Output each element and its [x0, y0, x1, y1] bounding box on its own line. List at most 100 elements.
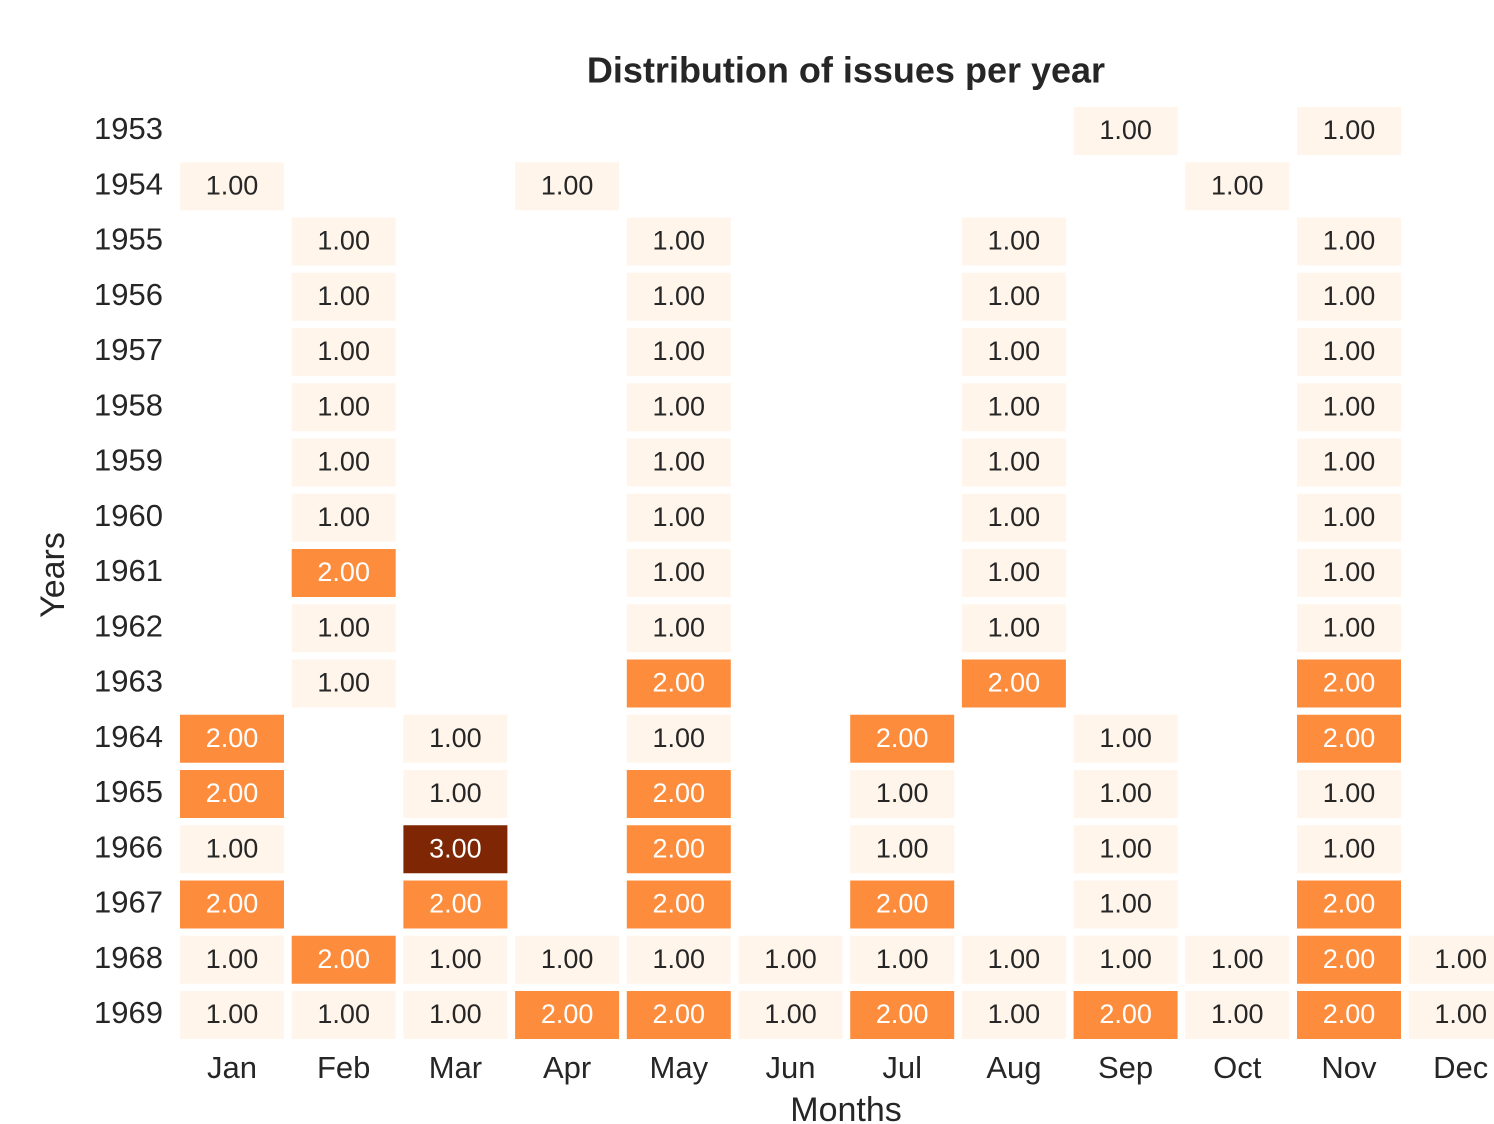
y-tick-label: 1966 [94, 829, 163, 864]
cell-label: 1.00 [1099, 723, 1152, 753]
cell-label: 1.00 [1323, 226, 1376, 256]
cell-label: 1.00 [1323, 778, 1376, 808]
cell-label: 1.00 [876, 833, 929, 863]
cell-label: 1.00 [541, 944, 594, 974]
cell-label: 1.00 [988, 557, 1041, 587]
y-tick-label: 1959 [94, 443, 163, 478]
y-tick-label: 1968 [94, 940, 163, 975]
cell-label: 1.00 [1323, 115, 1376, 145]
x-tick-label: Nov [1321, 1050, 1377, 1085]
cell-label: 1.00 [1099, 115, 1152, 145]
cell-label: 2.00 [317, 557, 370, 587]
cell-label: 1.00 [653, 391, 706, 421]
cell-label: 1.00 [1099, 833, 1152, 863]
cell-label: 2.00 [206, 778, 259, 808]
cell-label: 1.00 [988, 281, 1041, 311]
cell-label: 1.00 [317, 612, 370, 642]
cell-label: 1.00 [988, 999, 1041, 1029]
y-tick-label: 1965 [94, 774, 163, 809]
x-tick-label: Oct [1213, 1050, 1262, 1085]
cell-label: 1.00 [206, 944, 259, 974]
cell-label: 1.00 [653, 723, 706, 753]
cell-label: 1.00 [317, 336, 370, 366]
x-axis-label: Months [790, 1091, 902, 1124]
cell-label: 1.00 [988, 336, 1041, 366]
cell-label: 2.00 [206, 723, 259, 753]
y-tick-label: 1956 [94, 277, 163, 312]
cell-label: 1.00 [206, 999, 259, 1029]
cell-label: 1.00 [1099, 944, 1152, 974]
cell-label: 2.00 [653, 778, 706, 808]
x-tick-label: Feb [317, 1050, 370, 1085]
cell-label: 1.00 [764, 999, 817, 1029]
cell-label: 1.00 [429, 778, 482, 808]
cell-label: 1.00 [1323, 336, 1376, 366]
y-tick-label: 1967 [94, 885, 163, 920]
y-tick-label: 1957 [94, 332, 163, 367]
cell-label: 1.00 [1323, 557, 1376, 587]
cell-label: 1.00 [317, 281, 370, 311]
cell-label: 1.00 [1211, 999, 1264, 1029]
cell-label: 2.00 [317, 944, 370, 974]
cell-label: 1.00 [1323, 281, 1376, 311]
cell-label: 1.00 [1323, 833, 1376, 863]
x-tick-label: Apr [543, 1050, 591, 1085]
cell-label: 1.00 [653, 944, 706, 974]
cell-label: 1.00 [317, 668, 370, 698]
x-tick-label: Aug [986, 1050, 1041, 1085]
x-tick-label: Mar [429, 1050, 482, 1085]
cell-label: 1.00 [988, 612, 1041, 642]
cell-label: 2.00 [653, 999, 706, 1029]
x-tick-label: Sep [1098, 1050, 1153, 1085]
cell-label: 2.00 [876, 999, 929, 1029]
x-tick-label: May [650, 1050, 709, 1085]
y-tick-label: 1955 [94, 222, 163, 257]
cell-label: 1.00 [988, 447, 1041, 477]
cell-label: 1.00 [429, 999, 482, 1029]
cell-label: 1.00 [1211, 944, 1264, 974]
cell-label: 2.00 [653, 889, 706, 919]
chart-title: Distribution of issues per year [587, 50, 1105, 91]
y-tick-label: 1963 [94, 664, 163, 699]
cell-label: 1.00 [988, 944, 1041, 974]
cell-label: 1.00 [876, 944, 929, 974]
cell-label: 2.00 [653, 833, 706, 863]
cell-label: 1.00 [1211, 170, 1264, 200]
cell-label: 2.00 [876, 723, 929, 753]
cell-label: 1.00 [1323, 447, 1376, 477]
page: Distribution of issues per year Months Y… [0, 0, 1494, 1124]
x-tick-label: Jan [207, 1050, 257, 1085]
cell-label: 2.00 [1099, 999, 1152, 1029]
cell-label: 1.00 [653, 281, 706, 311]
y-tick-label: 1960 [94, 498, 163, 533]
y-tick-label: 1958 [94, 387, 163, 422]
cell-label: 2.00 [1323, 668, 1376, 698]
cell-label: 1.00 [1323, 502, 1376, 532]
cell-label: 2.00 [206, 889, 259, 919]
cell-label: 1.00 [1434, 944, 1487, 974]
y-tick-label: 1954 [94, 166, 163, 201]
cell-label: 1.00 [653, 447, 706, 477]
x-tick-label: Jul [882, 1050, 922, 1085]
cell-label: 2.00 [1323, 889, 1376, 919]
cell-label: 2.00 [1323, 999, 1376, 1029]
cell-label: 1.00 [206, 170, 259, 200]
cell-label: 2.00 [429, 889, 482, 919]
cell-label: 1.00 [429, 944, 482, 974]
cell-label: 1.00 [988, 391, 1041, 421]
y-axis-label: Years [34, 532, 72, 618]
chart: Distribution of issues per year Months Y… [0, 0, 1494, 1124]
cell-label: 2.00 [1323, 723, 1376, 753]
y-tick-label: 1969 [94, 995, 163, 1030]
cell-label: 2.00 [653, 668, 706, 698]
cell-label: 1.00 [1099, 889, 1152, 919]
cell-label: 1.00 [653, 557, 706, 587]
cell-label: 1.00 [317, 999, 370, 1029]
cell-label: 1.00 [764, 944, 817, 974]
cell-label: 1.00 [653, 226, 706, 256]
cell-label: 1.00 [317, 447, 370, 477]
x-tick-label: Dec [1433, 1050, 1488, 1085]
cell-label: 1.00 [1099, 778, 1152, 808]
cell-label: 1.00 [1323, 391, 1376, 421]
cell-label: 1.00 [653, 612, 706, 642]
